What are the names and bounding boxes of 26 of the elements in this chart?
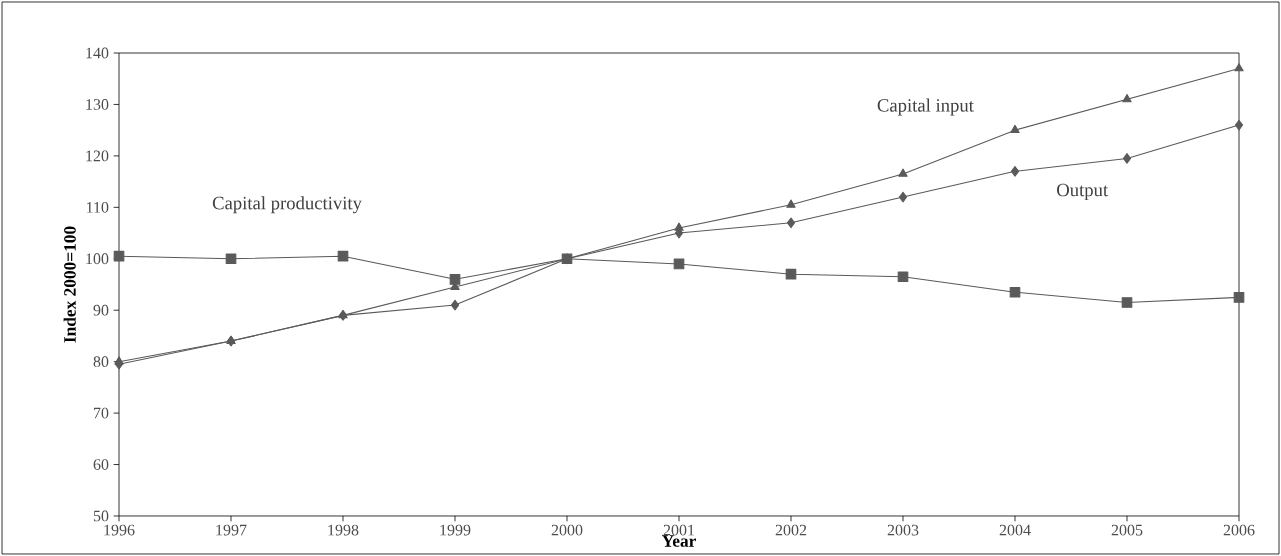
x-tick-label: 1999	[440, 524, 471, 536]
y-tick-label: 110	[86, 201, 109, 213]
text: Capital productivity	[212, 196, 362, 214]
x-tick-label: 2002	[775, 524, 807, 536]
x-tick-label: 1997	[216, 524, 247, 536]
y-tick-label: 60	[93, 459, 109, 470]
y-tick-label: 50	[93, 510, 109, 522]
series-label: Capital input	[877, 98, 974, 116]
x-tick-label: 1996	[104, 524, 135, 536]
y-tick-label: 130	[86, 99, 109, 110]
y-tick-label: 100	[86, 253, 109, 265]
y-tick-label: 140	[86, 47, 109, 59]
x-tick-label: 2003	[887, 524, 919, 536]
x-axis-title: Year	[662, 535, 696, 547]
y-axis-title: Index 2000=100	[63, 226, 76, 343]
series-label: Output	[1057, 183, 1109, 201]
y-tick-label: 90	[93, 304, 109, 316]
x-tick-label: 2000	[551, 524, 583, 536]
x-tick-label: 2005	[1111, 524, 1143, 536]
x-tick-label: 1998	[328, 524, 359, 536]
y-tick-label: 70	[94, 407, 109, 419]
y-tick-label: 80	[93, 356, 109, 368]
x-tick-label: 2006	[1223, 524, 1255, 536]
x-tick-label: 2001	[663, 524, 695, 536]
y-tick-label: 120	[86, 150, 109, 162]
x-tick-label: 2004	[999, 524, 1031, 536]
